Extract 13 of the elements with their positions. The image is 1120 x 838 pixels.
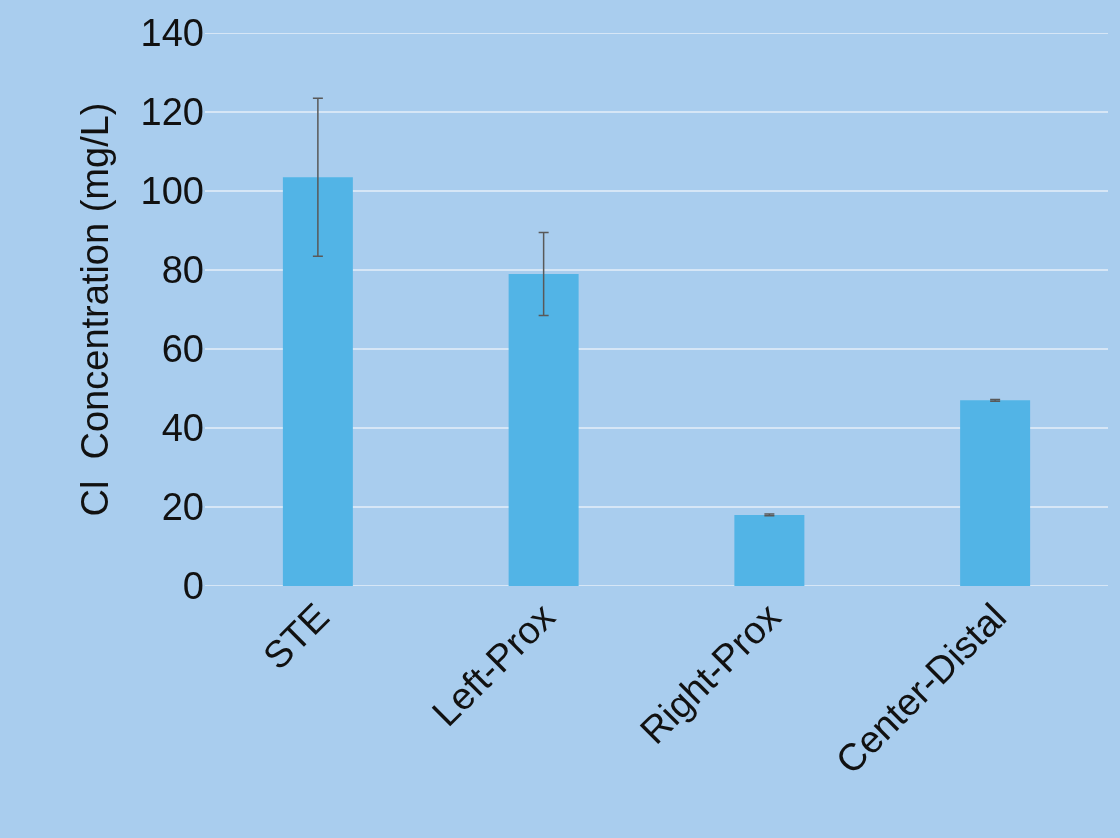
y-axis-title: Cl Concentration (mg/L) [73, 102, 116, 517]
bar [734, 514, 805, 586]
y-tick-label: 60 [161, 328, 204, 371]
y-tick-label: 120 [140, 91, 204, 134]
y-tick-label: 80 [161, 249, 204, 292]
bar [282, 177, 353, 586]
y-tick-label: 40 [161, 407, 204, 450]
bar [508, 273, 579, 586]
y-tick-label: 140 [140, 12, 204, 55]
y-tick-label: 20 [161, 486, 204, 529]
bar [960, 400, 1031, 586]
y-tick-label: 0 [182, 565, 204, 608]
y-tick-label: 100 [140, 170, 204, 213]
